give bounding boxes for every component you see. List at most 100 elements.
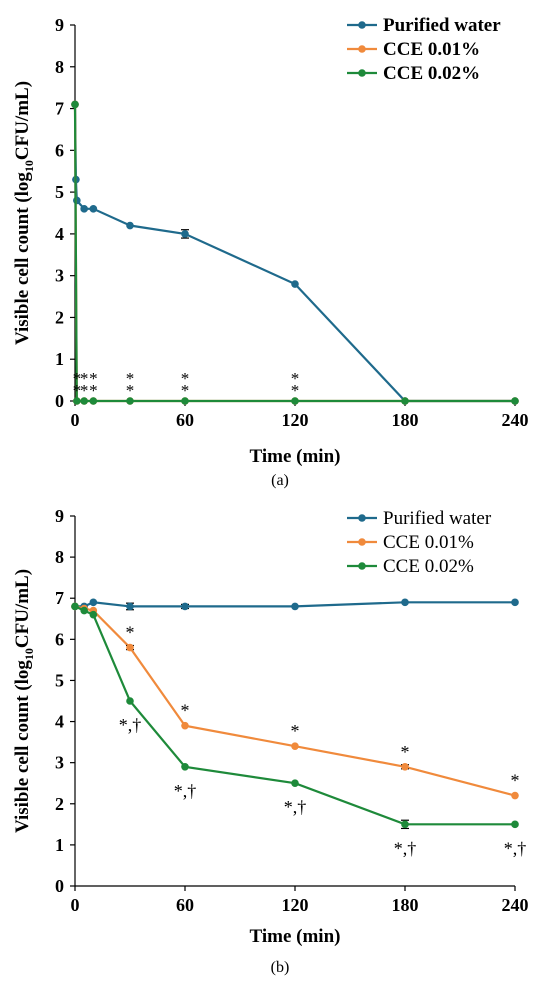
data-point [126,602,134,611]
x-tick-label: 120 [282,895,309,915]
significance-marker: * [89,381,98,400]
data-point [71,602,79,611]
data-point [291,602,299,611]
significance-marker: *,† [119,715,142,735]
data-point [126,397,134,405]
data-point [80,606,88,615]
significance-marker: * [73,369,82,388]
series-purified-water [71,598,519,611]
data-point [511,791,519,800]
significance-marker: * [291,721,300,741]
y-tick-label: 8 [55,57,64,77]
data-point [73,397,81,405]
x-tick-label: 0 [71,410,80,430]
data-point [401,820,409,829]
significance-marker: * [126,381,135,400]
significance-marker: *,† [394,838,417,858]
legend-label: CCE 0.02% [383,556,474,577]
y-tick-label: 9 [55,506,64,526]
x-tick-label: 60 [176,895,194,915]
chart-panel-a: 0 1 2 3 4 5 6 7 8 9 0 60 120 180 240 Time (min) Visible … [12,15,529,489]
significance-marker: *,† [284,797,307,817]
y-tick-label: 1 [55,835,64,855]
significance-marker: * [181,701,190,721]
y-tick-label: 2 [55,794,64,814]
x-axis-label: Time (min) [250,446,341,467]
y-tick-label: 3 [55,753,64,773]
legend-label: CCE 0.01% [383,39,480,60]
series-cce-0-01- [71,100,519,405]
data-point [181,721,189,730]
legend-label: Purified water [383,15,501,36]
data-point [80,397,88,405]
chart-panel-b: 0 1 2 3 4 5 6 7 8 9 0 60 120 180 240 Time (min) Visible … [12,506,529,976]
significance-marker: * [80,369,89,388]
data-point [181,397,189,405]
data-point [401,762,409,771]
y-tick-label: 3 [55,266,64,286]
panel-label: (b) [271,959,290,976]
x-tick-label: 240 [502,895,529,915]
significance-marker: * [511,771,520,791]
series-line [73,104,515,403]
data-point [401,598,409,607]
y-tick-label: 6 [55,140,64,160]
y-tick-label: 5 [55,670,64,690]
data-point [181,762,189,771]
series-cce-0-02- [71,100,519,405]
series-cce-0-02- [71,602,519,830]
series-line [74,605,516,797]
series-line [73,104,515,403]
y-tick-label: 0 [55,391,64,411]
y-tick-label: 1 [55,349,64,369]
data-point [89,205,98,213]
data-point [401,397,409,405]
x-tick-label: 0 [71,895,80,915]
x-tick-label: 60 [176,410,194,430]
legend-marker [358,21,366,29]
data-point [89,610,98,619]
y-tick-label: 7 [55,588,64,608]
data-point [89,397,98,405]
series-purified-water [71,100,519,405]
panel-label: (a) [271,472,289,489]
legend: Purified water CCE 0.01% CCE 0.02% [347,15,501,84]
significance-marker: * [89,369,98,388]
legend-marker [358,514,366,522]
significance-marker: * [291,369,300,388]
legend-marker [358,45,366,53]
significance-marker: * [181,369,190,388]
y-tick-label: 2 [55,307,64,327]
significance-marker: * [73,381,82,400]
data-point [291,397,299,405]
legend-label: Purified water [383,508,492,529]
data-point [73,196,81,205]
x-axis-label: Time (min) [250,926,341,947]
x-tick-label: 180 [392,895,419,915]
data-point [291,742,299,751]
y-tick-label: 8 [55,547,64,567]
significance-marker: * [181,381,190,400]
y-tick-label: 6 [55,629,64,649]
y-axis-label: Visible cell count (log10CFU/mL) [12,569,36,833]
y-tick-label: 5 [55,182,64,202]
significance-marker: *,† [174,781,197,801]
data-point [80,205,88,213]
legend-marker [358,562,366,570]
legend-marker [358,538,366,546]
y-tick-label: 0 [55,876,64,896]
data-point [511,820,519,829]
y-tick-label: 9 [55,15,64,35]
data-point [181,602,189,611]
significance-marker: * [291,381,300,400]
data-point [126,697,134,705]
x-tick-label: 180 [392,410,419,430]
legend-label: CCE 0.01% [383,532,474,553]
y-axis-label: Visible cell count (log10CFU/mL) [12,81,36,345]
series-line [73,104,515,403]
data-point [511,397,519,405]
data-point [291,280,299,288]
data-point [181,230,189,238]
legend-marker [358,69,366,77]
